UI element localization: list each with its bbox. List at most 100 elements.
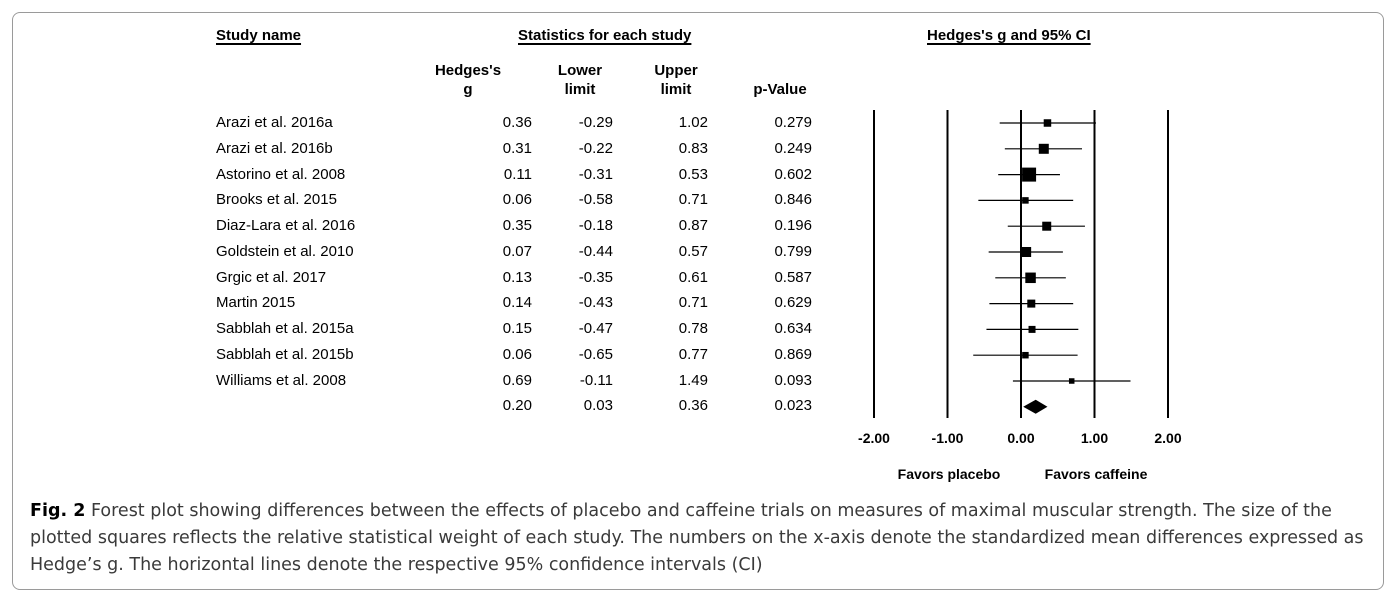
- favors-placebo-label: Favors placebo: [898, 466, 1001, 482]
- hedges-g-value: 0.36: [502, 114, 532, 131]
- table-row: Arazi et al. 2016a 0.36 -0.29 1.02 0.279: [216, 114, 816, 140]
- col-header-lower-limit: Lower limit: [557, 62, 603, 98]
- effect-marker: [1027, 299, 1036, 308]
- study-name: Goldstein et al. 2010: [216, 243, 354, 260]
- table-row: Arazi et al. 2016b 0.31 -0.22 0.83 0.249: [216, 140, 816, 166]
- study-name: Grgic et al. 2017: [216, 269, 327, 286]
- p-value: 0.602: [774, 166, 812, 183]
- study-name: Sabblah et al. 2015b: [216, 346, 354, 363]
- p-value: 0.093: [774, 372, 812, 389]
- p-value: 0.279: [774, 114, 812, 131]
- table-row: Grgic et al. 2017 0.13 -0.35 0.61 0.587: [216, 269, 816, 295]
- hedges-g-value: 0.15: [502, 320, 532, 337]
- figure-frame: [12, 12, 1384, 590]
- effect-marker: [1022, 351, 1029, 359]
- effect-marker: [1038, 143, 1049, 154]
- effect-marker: [1022, 167, 1037, 182]
- table-row: Sabblah et al. 2015a 0.15 -0.47 0.78 0.6…: [216, 320, 816, 346]
- p-value: 0.799: [774, 243, 812, 260]
- effect-marker: [1068, 378, 1075, 384]
- plot-title: Hedges's g and 95% CI: [927, 27, 1091, 44]
- col-header-p-value: p-Value: [753, 81, 807, 98]
- upper-limit-value: 0.78: [678, 320, 708, 337]
- lower-limit-value: -0.18: [578, 217, 613, 234]
- study-name: Sabblah et al. 2015a: [216, 320, 354, 337]
- statistics-header: Statistics for each study: [518, 27, 692, 44]
- p-value: 0.249: [774, 140, 812, 157]
- lower-limit-value: -0.22: [578, 140, 613, 157]
- lower-limit-value: 0.03: [583, 397, 613, 414]
- study-name: Diaz-Lara et al. 2016: [216, 217, 356, 234]
- col-header-hedges-g: Hedges's g: [434, 62, 502, 98]
- upper-limit-value: 1.49: [678, 372, 708, 389]
- caption-text: Forest plot showing differences between …: [30, 501, 1364, 575]
- upper-limit-value: 0.83: [678, 140, 708, 157]
- hedges-g-value: 0.06: [502, 346, 532, 363]
- caption-label: Fig. 2: [30, 501, 86, 521]
- table-row: Martin 2015 0.14 -0.43 0.71 0.629: [216, 294, 816, 320]
- study-name: Brooks et al. 2015: [216, 191, 337, 208]
- effect-marker: [1042, 221, 1052, 231]
- table-row: Williams et al. 2008 0.69 -0.11 1.49 0.0…: [216, 372, 816, 398]
- hedges-g-value: 0.11: [503, 166, 532, 183]
- table-row: Astorino et al. 2008 0.11 -0.31 0.53 0.6…: [216, 166, 816, 192]
- lower-limit-value: -0.43: [578, 294, 613, 311]
- lower-limit-value: -0.11: [579, 372, 613, 389]
- study-name-header: Study name: [216, 27, 302, 44]
- x-tick-label: 2.00: [1154, 430, 1181, 446]
- p-value: 0.196: [774, 217, 812, 234]
- lower-limit-value: -0.35: [578, 269, 613, 286]
- upper-limit-value: 0.61: [678, 269, 708, 286]
- effect-marker: [1022, 197, 1029, 204]
- upper-limit-value: 0.77: [678, 346, 708, 363]
- upper-limit-value: 0.87: [678, 217, 708, 234]
- study-name: Martin 2015: [216, 294, 296, 311]
- hedges-g-value: 0.06: [502, 191, 532, 208]
- table-row: Goldstein et al. 2010 0.07 -0.44 0.57 0.…: [216, 243, 816, 269]
- hedges-g-value: 0.35: [502, 217, 532, 234]
- p-value: 0.634: [774, 320, 812, 337]
- effect-marker: [1021, 247, 1032, 257]
- hedges-g-value: 0.20: [502, 397, 532, 414]
- p-value: 0.587: [774, 269, 812, 286]
- figure-caption: Fig. 2 Forest plot showing differences b…: [30, 498, 1370, 579]
- upper-limit-value: 0.71: [678, 294, 708, 311]
- x-tick-label: -2.00: [858, 430, 890, 446]
- favors-caffeine-label: Favors caffeine: [1045, 466, 1148, 482]
- lower-limit-value: -0.29: [578, 114, 613, 131]
- hedges-g-value: 0.14: [502, 294, 532, 311]
- lower-limit-value: -0.65: [578, 346, 613, 363]
- upper-limit-value: 0.57: [678, 243, 708, 260]
- study-name: Arazi et al. 2016b: [216, 140, 333, 157]
- study-name: Astorino et al. 2008: [216, 166, 346, 183]
- lower-limit-value: -0.47: [578, 320, 613, 337]
- upper-limit-value: 0.36: [678, 397, 708, 414]
- hedges-g-value: 0.07: [502, 243, 532, 260]
- table-row: Sabblah et al. 2015b 0.06 -0.65 0.77 0.8…: [216, 346, 816, 372]
- p-value: 0.023: [774, 397, 812, 414]
- p-value: 0.629: [774, 294, 812, 311]
- x-tick-label: -1.00: [932, 430, 964, 446]
- effect-marker: [1025, 272, 1036, 284]
- study-name: Arazi et al. 2016a: [216, 114, 333, 131]
- hedges-g-value: 0.13: [502, 269, 532, 286]
- col-header-upper-limit: Upper limit: [654, 62, 698, 98]
- p-value: 0.869: [774, 346, 812, 363]
- lower-limit-value: -0.31: [578, 166, 613, 183]
- hedges-g-value: 0.69: [502, 372, 532, 389]
- effect-marker: [1028, 325, 1036, 333]
- effect-marker: [1043, 119, 1052, 127]
- hedges-g-value: 0.31: [502, 140, 532, 157]
- lower-limit-value: -0.58: [578, 191, 613, 208]
- p-value: 0.846: [774, 191, 812, 208]
- summary-diamond: [1023, 399, 1048, 414]
- table-row: Brooks et al. 2015 0.06 -0.58 0.71 0.846: [216, 191, 816, 217]
- table-row-summary: 0.20 0.03 0.36 0.023: [216, 397, 816, 423]
- x-tick-label: 1.00: [1081, 430, 1108, 446]
- x-tick-label: 0.00: [1007, 430, 1034, 446]
- study-name: Williams et al. 2008: [216, 372, 347, 389]
- upper-limit-value: 0.53: [678, 166, 708, 183]
- lower-limit-value: -0.44: [578, 243, 613, 260]
- upper-limit-value: 0.71: [678, 191, 708, 208]
